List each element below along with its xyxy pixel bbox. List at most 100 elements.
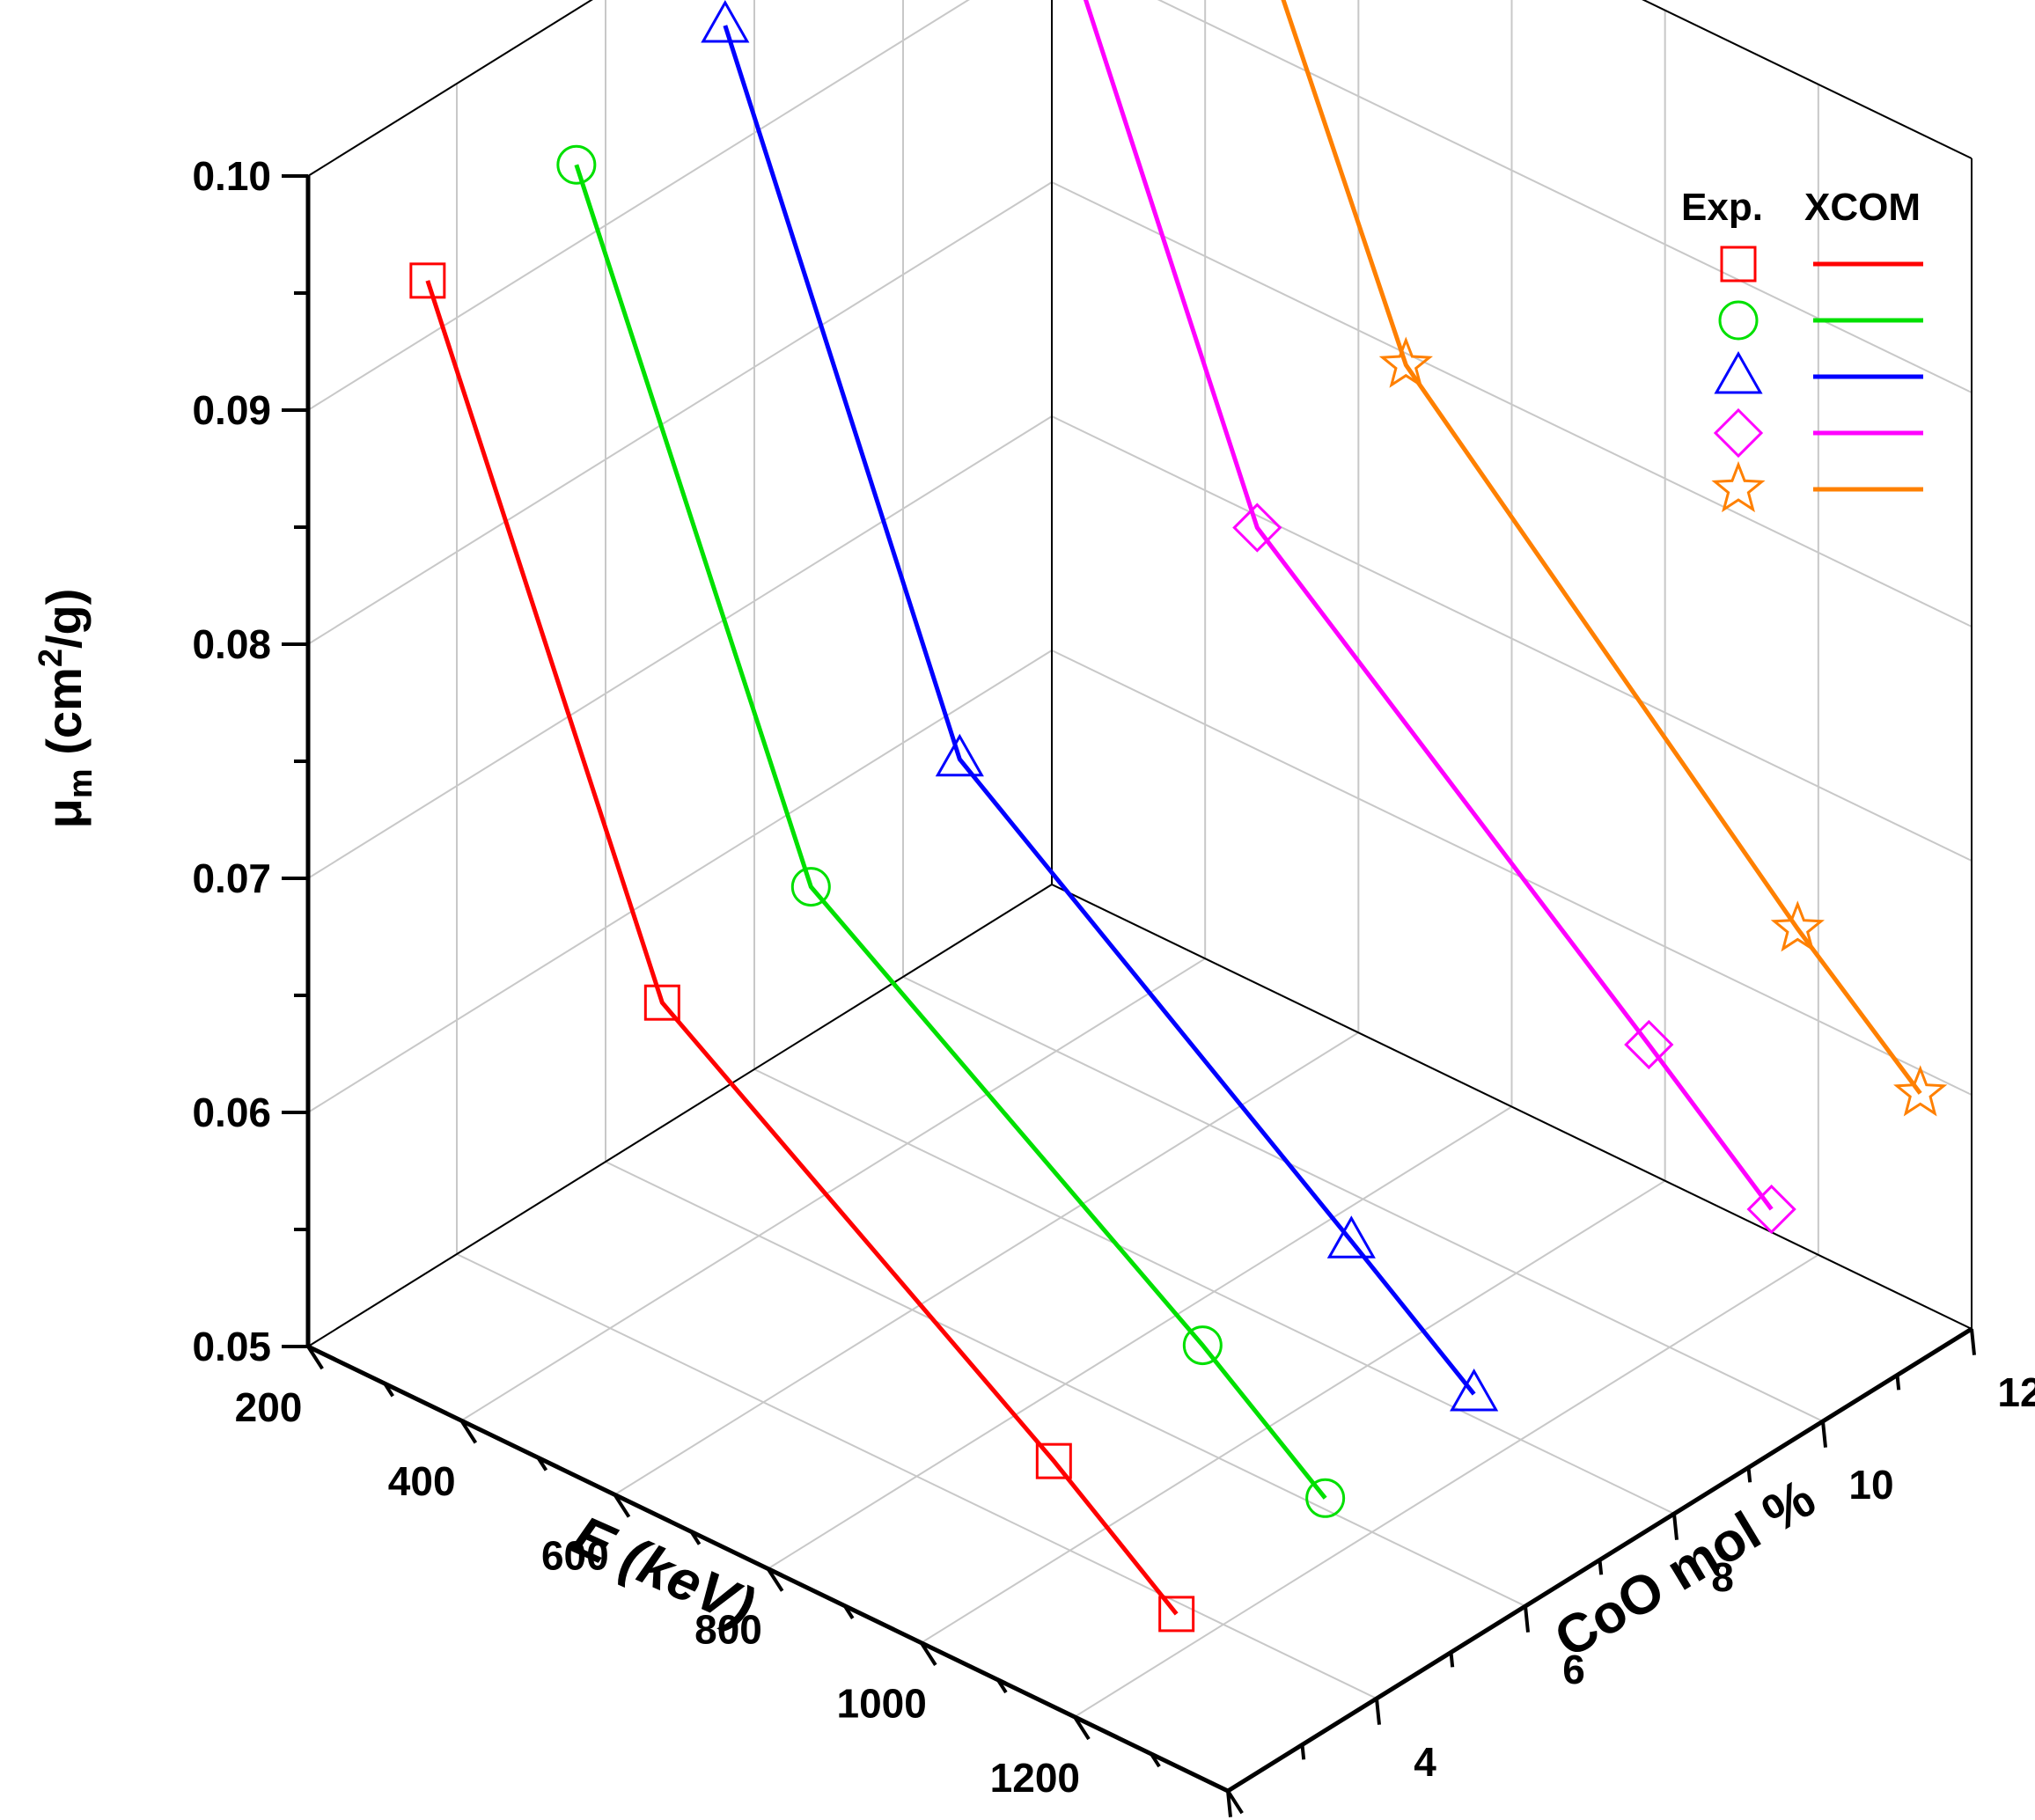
z-axis-title-sup: 2 — [33, 649, 70, 667]
grid-line-floor-coo — [902, 976, 1824, 1422]
y-axis-major-tick — [1970, 1328, 1976, 1355]
axes — [282, 0, 1976, 1817]
z-axis-tick-label: 0.08 — [192, 621, 271, 667]
x-axis-minor-tick — [383, 1383, 394, 1398]
data-point-triangle — [935, 733, 984, 777]
x-axis-tick-label: 1200 — [990, 1755, 1080, 1801]
data-point-square — [1035, 1442, 1072, 1479]
data-point-square — [1158, 1596, 1195, 1633]
y-axis-tick-label: 4 — [1414, 1739, 1436, 1785]
y-axis-minor-tick — [1598, 1559, 1604, 1575]
data-point-circle — [790, 867, 831, 907]
y-axis-tick-label: 8 — [1711, 1554, 1734, 1600]
x-axis-minor-tick — [536, 1457, 548, 1471]
grid-line-floor-e — [460, 958, 1206, 1422]
y-axis-minor-tick — [1449, 1652, 1455, 1668]
data-point-circle — [1305, 1478, 1346, 1518]
x-axis-tick-label: 200 — [235, 1384, 303, 1430]
grid-line-left-wall-mu — [307, 0, 593, 177]
data-point-star — [1770, 900, 1825, 952]
z-axis-tick-label: 0.05 — [192, 1324, 271, 1369]
box-edge-top-left — [307, 0, 593, 177]
z-axis-tick-label: 0.06 — [192, 1090, 271, 1135]
grid-line-floor-e — [1074, 1253, 1819, 1718]
x-axis-major-tick — [459, 1420, 478, 1444]
x-axis-tick-label: 800 — [694, 1607, 762, 1653]
x-axis-major-tick — [613, 1493, 631, 1518]
x-axis-minor-tick — [842, 1604, 855, 1619]
series-line-square — [425, 280, 1179, 1616]
series-line-star — [1281, 0, 1922, 1095]
data-point-star — [1378, 336, 1433, 388]
x-axis-major-tick — [766, 1567, 784, 1592]
x-axis-minor-tick — [996, 1678, 1008, 1694]
y-axis-major-tick — [1375, 1698, 1381, 1725]
grid-line-floor-coo — [456, 1253, 1377, 1699]
legend-marker-diamond — [1713, 407, 1764, 459]
legend-marker-triangle — [1714, 350, 1763, 394]
grid-line-floor-e — [921, 1179, 1666, 1644]
y-axis-minor-tick — [1746, 1467, 1752, 1483]
z-axis-tick-label: 0.09 — [192, 387, 271, 433]
x-axis-major-tick — [306, 1345, 324, 1370]
z-axis-title-unit: (cm — [36, 667, 92, 768]
y-axis-major-tick — [1524, 1605, 1530, 1633]
legend-entries — [1711, 246, 1923, 513]
series-line-diamond — [1083, 0, 1774, 1211]
y-axis-tick-label: 12 — [1997, 1369, 2035, 1415]
grid-line-left-wall-mu — [307, 181, 1053, 645]
z-axis-title-unit-end: /g) — [36, 589, 92, 649]
data-point-diamond — [1624, 1019, 1674, 1070]
grid-line-left-wall-mu — [307, 0, 970, 411]
grid-line-left-wall-mu — [307, 415, 1053, 879]
x-axis-major-tick — [919, 1641, 937, 1666]
data-point-square — [409, 262, 446, 299]
data-point-triangle — [701, 0, 750, 43]
x-axis-minor-tick — [1150, 1752, 1161, 1768]
series-lines — [425, 0, 1922, 1616]
legend-marker-square — [1720, 246, 1757, 283]
series-line-circle — [574, 164, 1327, 1500]
legend-marker-star — [1711, 460, 1766, 513]
y-axis-tick-label: 10 — [1848, 1462, 1893, 1508]
grid-line-left-wall-mu — [307, 649, 1053, 1113]
x-axis-minor-tick — [689, 1530, 702, 1545]
legend-header-exp: Exp. — [1681, 186, 1763, 229]
grid-line-back-wall-mu — [1051, 181, 1973, 627]
grid-line-floor-coo — [753, 1068, 1675, 1515]
z-axis-tick-label: 0.10 — [192, 153, 271, 199]
y-axis-major-tick — [1821, 1420, 1827, 1448]
y-axis-tick-label: 6 — [1562, 1647, 1585, 1692]
z-axis-tick-label: 0.07 — [192, 855, 271, 901]
data-point-triangle — [1450, 1368, 1499, 1412]
tick-labels: 0.05 0.06 0.07 0.08 0.09 0.10 200 400 600 800 1000… — [192, 153, 2035, 1801]
data-point-square — [643, 984, 680, 1021]
data-point-circle — [556, 144, 597, 185]
x-axis-tick-label: 400 — [388, 1458, 456, 1504]
y-axis-major-tick — [1672, 1513, 1679, 1540]
x-axis-major-tick — [1073, 1715, 1091, 1741]
y-axis-minor-tick — [1895, 1375, 1901, 1391]
legend: Exp. XCOM — [1681, 186, 1923, 513]
y-axis-major-tick — [1226, 1790, 1232, 1817]
grid-line-floor-coo — [605, 1161, 1526, 1607]
grid-line-back-wall-mu — [1051, 415, 1973, 862]
series-markers — [409, 0, 1948, 1633]
data-point-diamond — [1746, 1184, 1796, 1235]
x-axis-tick-label: 600 — [541, 1532, 609, 1578]
grid-line-floor-e — [767, 1105, 1513, 1570]
grid-line-back-wall-mu — [1051, 649, 1973, 1096]
legend-marker-circle — [1718, 300, 1759, 341]
legend-header-xcom: XCOM — [1804, 186, 1921, 229]
box-edge-floor-left — [307, 884, 1053, 1347]
data-point-circle — [1182, 1325, 1223, 1366]
series-line-triangle — [723, 25, 1476, 1396]
data-point-diamond — [1232, 503, 1282, 553]
y-axis-minor-tick — [1300, 1744, 1306, 1760]
x-axis-title: E (keV) — [563, 1503, 763, 1639]
data-point-triangle — [1326, 1215, 1376, 1259]
x-axis-tick-label: 1000 — [836, 1681, 926, 1727]
box-edge-floor-back — [1051, 884, 1973, 1330]
x-axis-major-tick — [1226, 1789, 1244, 1815]
